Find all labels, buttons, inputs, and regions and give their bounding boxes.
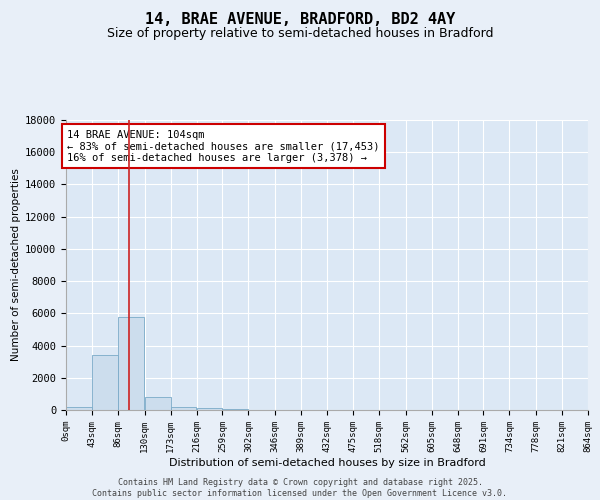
Bar (197, 408, 223, 410)
Bar (118, 316, 144, 410)
Bar (92, 355, 118, 410)
Bar (66, 407, 92, 410)
X-axis label: Distribution of semi-detached houses by size in Bradford: Distribution of semi-detached houses by … (169, 458, 485, 468)
Bar (170, 407, 196, 410)
Text: Size of property relative to semi-detached houses in Bradford: Size of property relative to semi-detach… (107, 28, 493, 40)
Bar (145, 397, 170, 410)
Y-axis label: Number of semi-detached properties: Number of semi-detached properties (11, 168, 21, 362)
Text: 14 BRAE AVENUE: 104sqm
← 83% of semi-detached houses are smaller (17,453)
16% of: 14 BRAE AVENUE: 104sqm ← 83% of semi-det… (67, 130, 380, 163)
Text: 14, BRAE AVENUE, BRADFORD, BD2 4AY: 14, BRAE AVENUE, BRADFORD, BD2 4AY (145, 12, 455, 28)
Bar (223, 409, 248, 410)
Text: Contains HM Land Registry data © Crown copyright and database right 2025.
Contai: Contains HM Land Registry data © Crown c… (92, 478, 508, 498)
